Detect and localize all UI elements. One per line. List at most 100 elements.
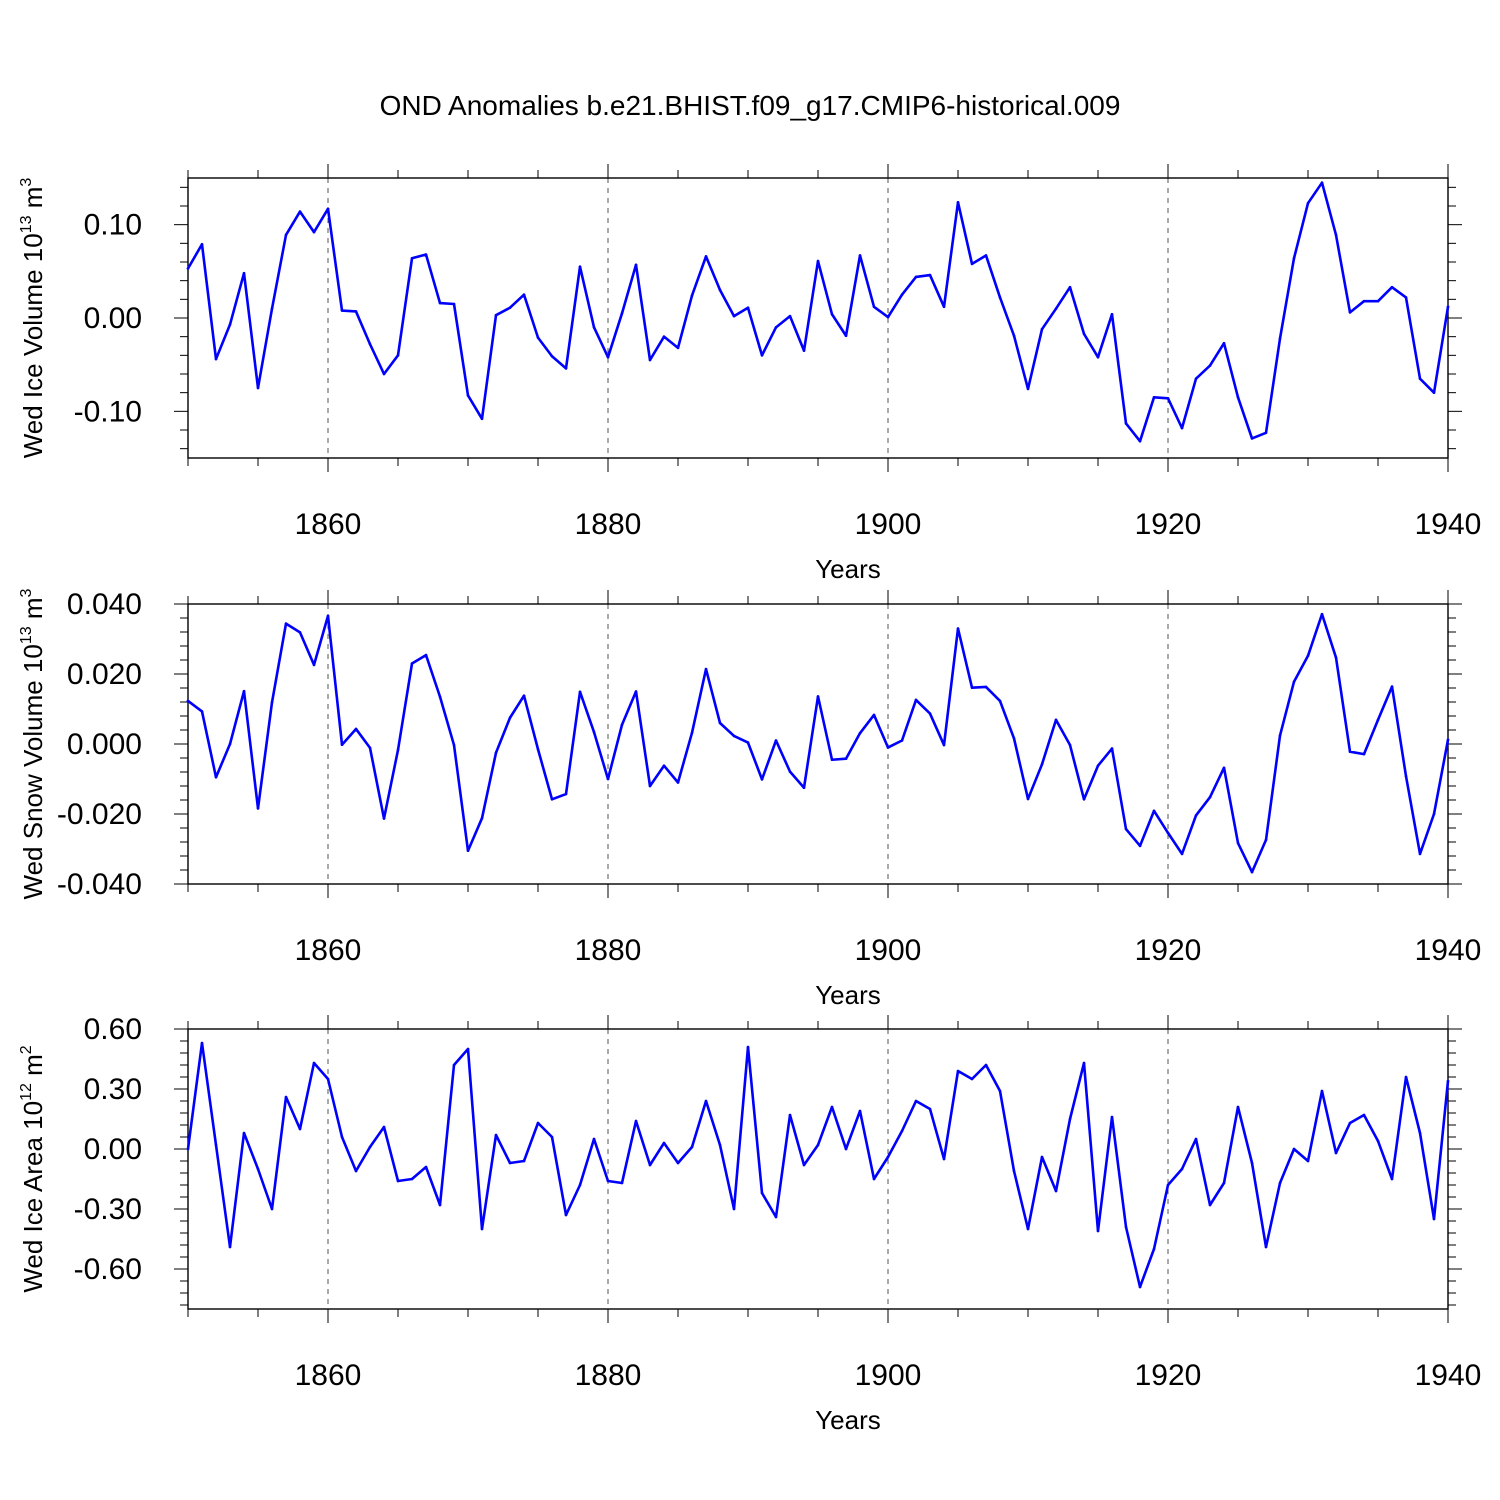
data-point xyxy=(1264,838,1268,842)
data-point xyxy=(200,710,204,713)
x-tick-label: 1940 xyxy=(1415,1359,1482,1392)
data-point xyxy=(1040,1155,1044,1159)
data-point xyxy=(858,1109,862,1113)
data-point xyxy=(1306,654,1310,658)
data-point xyxy=(1376,299,1380,303)
y-tick-label: 0.040 xyxy=(67,588,142,621)
data-point xyxy=(816,1143,820,1147)
data-point xyxy=(592,326,596,329)
data-point xyxy=(592,730,596,734)
data-point xyxy=(732,314,736,318)
data-point xyxy=(200,1041,204,1045)
data-point xyxy=(676,1161,680,1165)
y-tick-label: 0.60 xyxy=(84,1013,142,1046)
data-point xyxy=(1432,391,1436,394)
data-point xyxy=(886,1155,890,1159)
x-tick-label: 1940 xyxy=(1415,508,1482,541)
data-point xyxy=(844,757,848,760)
data-point xyxy=(340,309,344,312)
data-point xyxy=(620,1181,624,1185)
data-point xyxy=(746,1045,750,1049)
data-point xyxy=(872,713,876,717)
data-point xyxy=(494,1133,498,1137)
x-tick-label: 1920 xyxy=(1135,1359,1202,1392)
data-point xyxy=(1166,396,1170,400)
data-point xyxy=(1390,685,1394,688)
x-tick-label: 1920 xyxy=(1135,508,1202,541)
data-point xyxy=(620,723,624,727)
data-point xyxy=(1124,827,1128,831)
data-points xyxy=(186,612,1450,874)
data-point xyxy=(662,335,666,338)
data-point xyxy=(1418,852,1422,856)
y-axis-label-text: Wed Ice Area 10 xyxy=(18,1101,48,1293)
data-point xyxy=(466,394,470,397)
data-point xyxy=(760,778,764,781)
data-point xyxy=(984,1063,988,1067)
data-point xyxy=(354,310,358,313)
data-point xyxy=(466,849,470,853)
data-point xyxy=(228,1245,232,1249)
data-point xyxy=(1334,233,1338,237)
data-point xyxy=(1138,844,1142,848)
data-point xyxy=(438,301,442,305)
data-point xyxy=(1376,718,1380,722)
data-point xyxy=(1152,809,1156,813)
x-tick-label: 1940 xyxy=(1415,934,1482,967)
data-point xyxy=(844,1147,848,1151)
y-axis-label: Wed Ice Area 1012 m2 xyxy=(18,1045,48,1292)
x-tick-label: 1880 xyxy=(575,934,642,967)
data-point xyxy=(270,1207,274,1211)
data-point xyxy=(410,662,414,665)
data-point xyxy=(1096,1229,1100,1233)
y-tick-label: 0.00 xyxy=(84,302,142,335)
data-point xyxy=(564,792,568,796)
data-point xyxy=(1236,396,1240,399)
data-point xyxy=(382,372,386,376)
data-point xyxy=(368,342,372,346)
data-point xyxy=(1404,774,1408,778)
y-tick-label: -0.020 xyxy=(57,798,142,831)
data-point xyxy=(564,1213,568,1217)
data-point xyxy=(816,259,820,263)
data-point xyxy=(340,743,344,746)
data-point xyxy=(1278,337,1282,340)
data-point xyxy=(522,293,526,296)
data-point xyxy=(1054,718,1058,722)
data-point xyxy=(928,712,932,715)
data-point xyxy=(620,312,624,315)
data-point xyxy=(1208,1203,1212,1207)
data-point xyxy=(1348,750,1352,753)
data-point xyxy=(998,1089,1002,1093)
data-point xyxy=(704,255,708,258)
data-point xyxy=(1362,1113,1366,1117)
data-point xyxy=(1320,181,1324,184)
x-tick-label: 1920 xyxy=(1135,934,1202,967)
data-point xyxy=(284,233,288,237)
data-point xyxy=(214,775,218,779)
data-point xyxy=(480,1227,484,1231)
data-point xyxy=(1390,285,1394,289)
data-point xyxy=(1250,870,1254,874)
data-point xyxy=(1292,680,1296,683)
data-point xyxy=(774,739,778,742)
data-point xyxy=(732,1207,736,1211)
data-point xyxy=(1110,1115,1114,1119)
data-point xyxy=(718,721,722,725)
data-point xyxy=(550,1135,554,1139)
data-point xyxy=(270,701,274,704)
data-point xyxy=(424,253,428,256)
data-point xyxy=(998,699,1002,703)
data-point xyxy=(844,334,848,338)
panel-3: -0.60 -0.30 0.00 0.30 0.60 1860 1880 1900 1920 19… xyxy=(18,1013,1481,1435)
data-point xyxy=(942,743,946,747)
data-point xyxy=(382,1125,386,1129)
data-point xyxy=(648,358,652,362)
data-point xyxy=(718,1143,722,1147)
data-point xyxy=(830,1105,834,1109)
plot-frame xyxy=(187,1028,1449,1310)
data-point xyxy=(970,686,974,689)
data-point xyxy=(1446,1079,1450,1083)
data-point xyxy=(830,758,834,762)
data-point xyxy=(480,417,484,421)
